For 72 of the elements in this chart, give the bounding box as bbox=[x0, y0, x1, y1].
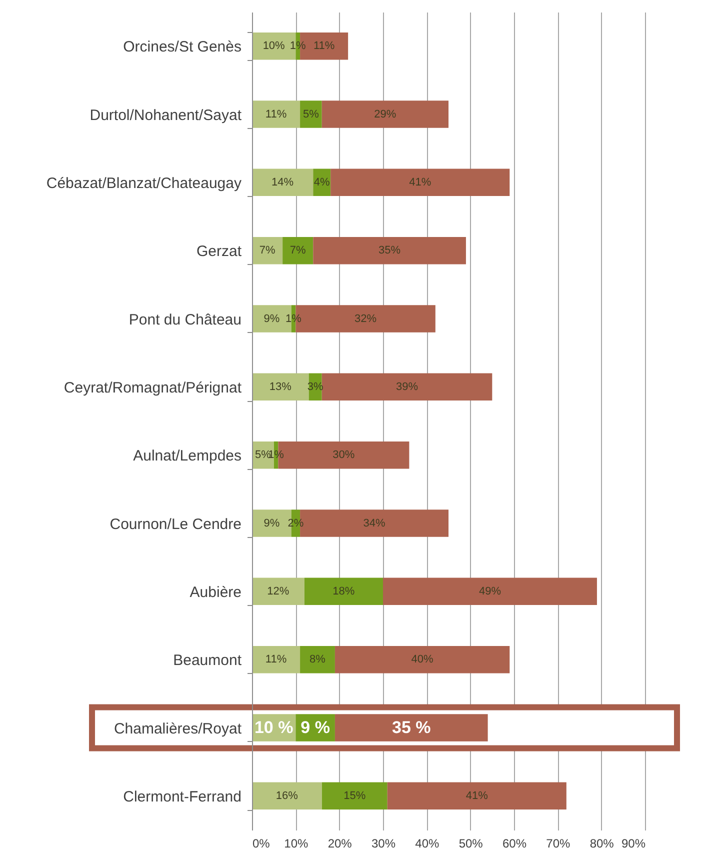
data-label: 11% bbox=[313, 40, 335, 52]
bar bbox=[322, 373, 492, 401]
bar bbox=[304, 578, 383, 606]
bar bbox=[330, 168, 510, 196]
data-label: 15% bbox=[344, 790, 366, 802]
data-label: 10% bbox=[262, 40, 286, 52]
data-label: 49% bbox=[478, 585, 502, 598]
data-label: 12% bbox=[267, 585, 290, 598]
y-tick-label: Orcines/St Genès bbox=[123, 38, 242, 56]
bar bbox=[383, 578, 597, 606]
data-label: 32% bbox=[354, 312, 377, 325]
data-label: 29% bbox=[374, 108, 396, 120]
y-tick-label: Chamalières/Royat bbox=[114, 720, 242, 738]
bar bbox=[252, 168, 314, 196]
bar bbox=[334, 714, 488, 742]
bar bbox=[387, 782, 566, 810]
data-label: 40% bbox=[411, 654, 434, 666]
y-tick-label: Beaumont bbox=[173, 652, 242, 670]
data-label: 11% bbox=[265, 108, 287, 120]
data-label: 39% bbox=[396, 380, 418, 393]
data-label: 7% bbox=[290, 244, 306, 257]
data-label: 11% bbox=[265, 654, 287, 666]
data-label: 34% bbox=[363, 517, 386, 530]
x-tick-label: 80% bbox=[590, 836, 614, 850]
data-label: 5% bbox=[302, 108, 320, 120]
bar bbox=[252, 100, 300, 128]
bar bbox=[252, 646, 300, 674]
data-label: 41% bbox=[466, 790, 488, 802]
x-tick-label: 10% bbox=[284, 836, 308, 850]
x-tick-label: 90% bbox=[621, 836, 646, 850]
bar bbox=[252, 373, 309, 401]
data-label: 35 % bbox=[392, 718, 431, 737]
data-label: 9% bbox=[264, 312, 280, 325]
x-tick-label: 20% bbox=[328, 836, 352, 850]
bar bbox=[300, 646, 335, 674]
data-label: 9 % bbox=[300, 718, 330, 737]
x-tick-label: 0% bbox=[252, 836, 270, 850]
data-label: 4% bbox=[314, 176, 330, 188]
bar bbox=[252, 782, 322, 810]
y-tick-label: Clermont-Ferrand bbox=[123, 788, 242, 806]
bar bbox=[313, 236, 466, 264]
x-tick-label: 70% bbox=[546, 836, 570, 850]
bar bbox=[252, 578, 304, 606]
y-tick-label: Pont du Château bbox=[128, 311, 242, 328]
bar bbox=[322, 782, 388, 810]
data-label: 8% bbox=[310, 654, 326, 666]
y-tick-label: Cébazat/Blanzat/Chateaugay bbox=[46, 174, 242, 192]
y-tick-label: Cournon/Le Cendre bbox=[110, 516, 242, 533]
bar bbox=[322, 100, 448, 128]
y-tick-label: Durtol/Nohanent/Sayat bbox=[90, 106, 242, 124]
x-tick-label: 30% bbox=[371, 836, 396, 850]
y-tick-label: Gerzat bbox=[196, 243, 242, 260]
data-label: 41% bbox=[409, 176, 432, 188]
data-label: 16% bbox=[276, 790, 298, 802]
data-label: 5% bbox=[254, 449, 272, 462]
data-label: 30% bbox=[332, 449, 355, 462]
data-label: 9% bbox=[264, 517, 280, 530]
x-tick-label: 40% bbox=[415, 836, 440, 850]
data-label: 18% bbox=[332, 585, 355, 598]
data-label: 7% bbox=[259, 244, 276, 257]
y-tick-label: Aulnat/Lempdes bbox=[133, 448, 242, 465]
data-label: 35% bbox=[378, 244, 401, 257]
x-tick-label: 50% bbox=[458, 836, 484, 850]
y-tick-label: Aubière bbox=[190, 584, 242, 601]
bar bbox=[282, 236, 314, 264]
data-label: 10 % bbox=[254, 718, 294, 737]
bar bbox=[334, 646, 510, 674]
bar bbox=[300, 100, 322, 128]
data-label: 13% bbox=[269, 380, 292, 393]
data-label: 14% bbox=[272, 176, 294, 188]
x-tick-label: 60% bbox=[502, 836, 527, 850]
y-tick-label: Ceyrat/Romagnat/Pérignat bbox=[64, 379, 242, 396]
